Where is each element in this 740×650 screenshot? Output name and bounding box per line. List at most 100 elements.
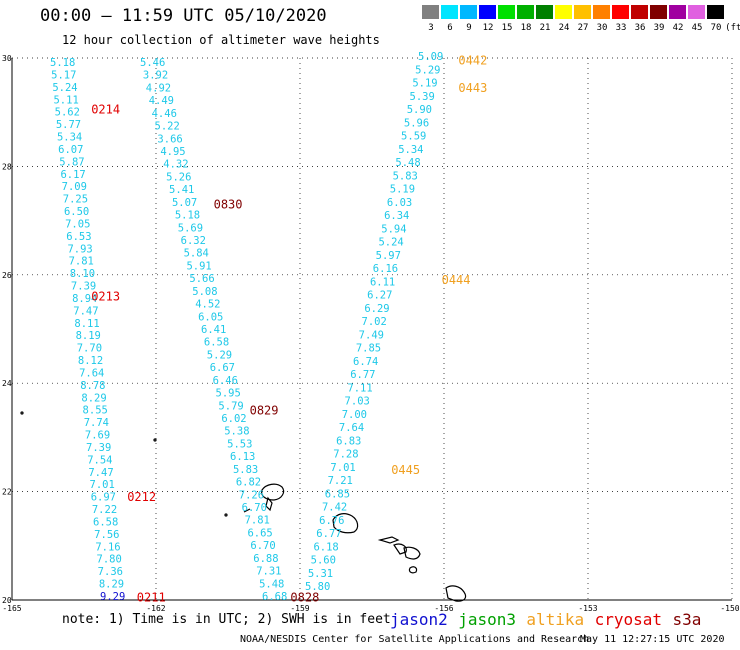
wave-height-value: 6.82: [236, 477, 261, 489]
wave-height-value: 7.39: [86, 442, 111, 454]
wave-height-value: 5.46: [140, 57, 165, 69]
pass-time-labels: 0214 0213 0212 0211 0830 0829 0828 0442 0443 0444…: [91, 54, 487, 605]
wave-height-value: 5.95: [216, 388, 241, 400]
color-swatch-label: 45: [691, 23, 703, 33]
wave-height-value: 7.56: [94, 529, 119, 541]
wave-height-value: 8.55: [83, 405, 108, 417]
lon-tick-label: -162: [146, 604, 165, 613]
color-swatch-label: 15: [501, 23, 513, 33]
pass-time-label: 0829: [250, 403, 279, 417]
wave-height-value: 6.03: [387, 197, 412, 209]
pass-time-label: 0214: [91, 102, 120, 116]
wave-height-value: 5.96: [404, 117, 429, 129]
wave-height-value: 6.85: [325, 488, 350, 500]
wave-height-value: 5.24: [52, 82, 77, 94]
wave-height-value: 5.39: [410, 91, 435, 103]
wave-height-value: 5.29: [207, 349, 232, 361]
wave-height-value: 7.01: [90, 479, 115, 491]
wave-height-value: 7.28: [333, 449, 358, 461]
wave-height-value: 6.53: [66, 231, 91, 243]
wave-height-value: 8.29: [81, 392, 106, 404]
wave-height-value: 3.92: [143, 70, 168, 82]
wave-height-value: 5.34: [57, 132, 82, 144]
wave-height-value: 7.16: [95, 541, 120, 553]
wave-height-value: 5.69: [178, 222, 203, 234]
wave-height-value: 5.41: [169, 184, 194, 196]
wave-height-value: 6.88: [253, 553, 278, 565]
wave-height-value: 6.32: [181, 235, 206, 247]
pass-time-label: 0212: [127, 490, 156, 504]
lat-tick-label: 22: [2, 488, 12, 497]
color-swatch: [650, 5, 667, 19]
wave-height-value: 5.60: [311, 555, 336, 567]
wave-height-value: 5.48: [395, 157, 420, 169]
wave-height-value: 8.11: [74, 318, 99, 330]
pass-time-label: 0213: [91, 289, 120, 303]
wave-height-value: 7.39: [71, 281, 96, 293]
color-swatch: [688, 5, 705, 19]
color-scale-unit: (ft): [725, 23, 740, 33]
wave-height-value: 6.68: [262, 591, 287, 603]
wave-height-value: 5.77: [56, 119, 81, 131]
wave-height-value: 7.54: [87, 454, 112, 466]
wave-height-value: 7.47: [88, 467, 113, 479]
wave-height-value: 7.11: [347, 382, 372, 394]
wave-height-value: 5.62: [55, 107, 80, 119]
wave-height-value: 4.52: [195, 299, 220, 311]
wave-height-value: 5.79: [218, 400, 243, 412]
pass-time-label: 0443: [458, 81, 487, 95]
lon-tick-label: -156: [434, 604, 453, 613]
axis-tick-labels: -165 -162 -159 -156 -153 -150 30 28 26 24 22 20: [2, 54, 740, 613]
color-swatch: [593, 5, 610, 19]
wave-height-value: 6.50: [64, 206, 89, 218]
wave-height-value: 7.26: [239, 489, 264, 501]
color-swatch-label: 9: [466, 23, 472, 33]
wave-height-value: 6.11: [370, 276, 395, 288]
satellite-legend-item: jason2: [390, 610, 448, 629]
color-swatch-label: 36: [634, 23, 646, 33]
wave-height-value: 5.24: [378, 237, 403, 249]
wave-height-value: 6.29: [364, 303, 389, 315]
wave-height-value: 7.74: [84, 417, 109, 429]
wave-height-value: 7.49: [359, 329, 384, 341]
wave-height-value: 6.70: [242, 502, 267, 514]
lon-tick-label: -153: [578, 604, 597, 613]
wave-height-value: 8.29: [99, 579, 124, 591]
pass-time-label: 0828: [290, 590, 319, 604]
wave-height-value: 5.83: [393, 170, 418, 182]
wave-height-value: 6.76: [319, 515, 344, 527]
wave-height-value: 4.95: [160, 146, 185, 158]
wave-height-value: 7.09: [62, 181, 87, 193]
wave-height-value: 6.70: [250, 540, 275, 552]
pass-time-label: 0211: [137, 590, 166, 604]
wave-height-value: 7.81: [69, 256, 94, 268]
color-swatch: [479, 5, 496, 19]
color-swatch: [669, 5, 686, 19]
generation-timestamp: May 11 12:27:15 UTC 2020: [580, 634, 725, 645]
lat-tick-label: 20: [2, 596, 12, 605]
wave-height-value: 7.05: [65, 218, 90, 230]
color-swatch: [574, 5, 591, 19]
lon-tick-label: -165: [2, 604, 21, 613]
wave-height-value: 6.97: [91, 492, 116, 504]
wave-height-value: 5.31: [308, 568, 333, 580]
wave-height-value: 7.64: [339, 422, 364, 434]
wave-height-value: 7.80: [97, 554, 122, 566]
wave-height-value: 5.91: [186, 260, 211, 272]
wave-height-value: 5.83: [233, 464, 258, 476]
wave-height-value: 5.84: [184, 248, 209, 260]
color-swatch-label: 6: [447, 23, 453, 33]
wave-height-value: 5.94: [381, 223, 406, 235]
wave-height-value: 5.19: [412, 78, 437, 90]
wave-height-value: 6.46: [213, 375, 238, 387]
wave-height-value: 7.21: [328, 475, 353, 487]
wave-height-value: 5.22: [155, 121, 180, 133]
pass-time-label: 0442: [458, 54, 487, 68]
wave-height-value: 5.19: [390, 184, 415, 196]
color-swatch: [460, 5, 477, 19]
wave-height-value: 6.05: [198, 311, 223, 323]
map-subtitle: 12 hour collection of altimeter wave hei…: [62, 33, 380, 47]
wave-height-value: 6.17: [60, 169, 85, 181]
color-swatch: [555, 5, 572, 19]
wave-height-value: 5.08: [192, 286, 217, 298]
